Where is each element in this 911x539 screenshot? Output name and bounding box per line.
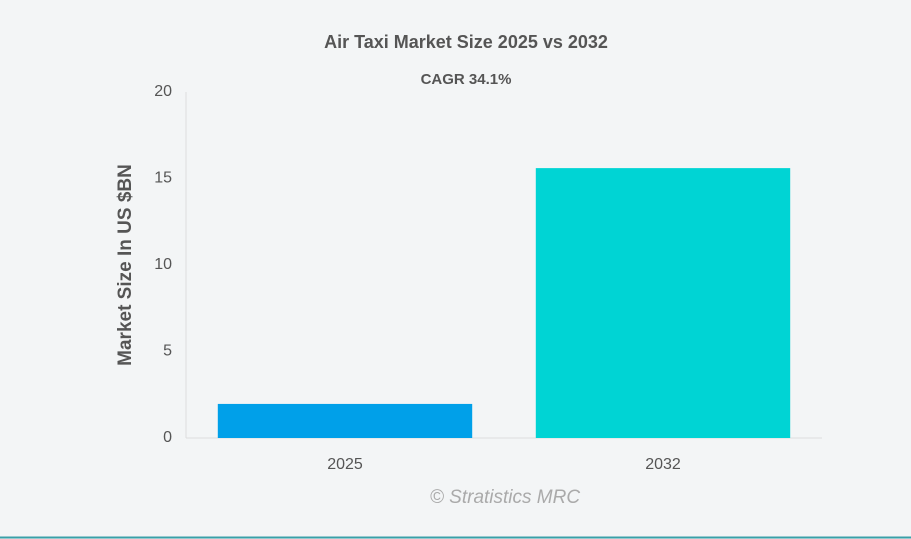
bar [217,403,473,438]
y-tick-label: 15 [154,170,172,187]
x-tick-label: 2032 [645,456,681,473]
annotation: CAGR 34.1% [421,71,512,88]
y-tick-label: 0 [163,429,172,446]
x-tick-label: 2025 [327,456,363,473]
y-tick-label: 10 [154,256,172,273]
y-tick-label: 20 [154,83,172,100]
y-axis-label: Market Size In US $BN [115,164,136,366]
y-tick-label: 5 [163,343,172,360]
bar [535,168,791,438]
watermark: © Stratistics MRC [430,487,580,508]
chart-title: Air Taxi Market Size 2025 vs 2032 [324,32,608,52]
